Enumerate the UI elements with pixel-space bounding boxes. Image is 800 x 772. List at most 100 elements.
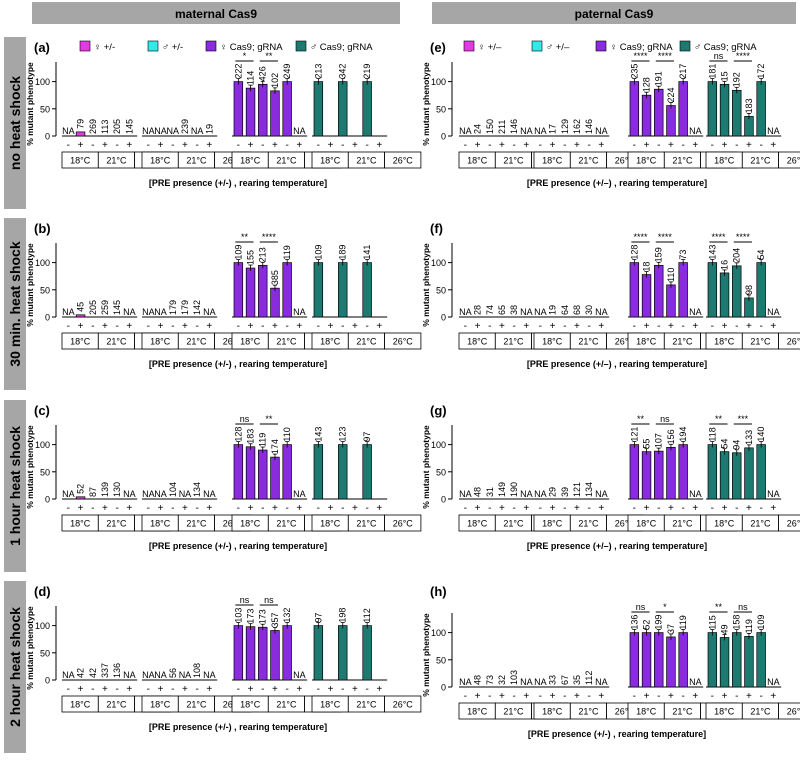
pre-sign-label: - — [464, 503, 467, 514]
pre-sign-label: - — [633, 321, 636, 332]
pre-sign-label: - — [464, 321, 467, 332]
bar-count-label: 74 — [485, 305, 495, 315]
y-tick-label: 0 — [45, 495, 50, 505]
pre-sign-label: - — [657, 503, 660, 514]
temperature-label: 18°C — [714, 337, 735, 347]
pre-sign-label: - — [285, 684, 288, 695]
temperature-label: 18°C — [320, 519, 341, 529]
pre-sign-label: + — [272, 503, 278, 514]
pre-sign-label: + — [158, 140, 164, 151]
bar-count-label: 142 — [192, 300, 202, 315]
pre-sign-label: - — [512, 503, 515, 514]
y-axis-label: % mutant phenotype — [421, 613, 431, 697]
bar-count-label: 130 — [112, 482, 122, 497]
temperature-label: 18°C — [320, 156, 341, 166]
bar-count-label: 87 — [88, 487, 98, 497]
temperature-label: 21°C — [106, 700, 127, 710]
bar — [233, 262, 244, 318]
bar-count-label: 52 — [642, 620, 652, 630]
pre-sign-label: + — [78, 321, 84, 332]
temperature-label: 21°C — [356, 700, 377, 710]
significance-label: ** — [637, 414, 645, 424]
pre-sign-label: - — [539, 691, 542, 702]
pre-sign-label: + — [248, 140, 254, 151]
bar — [338, 444, 348, 500]
bar-count-label: NA — [191, 126, 204, 136]
bar-count-label: 37 — [666, 624, 676, 634]
y-axis-label: % mutant phenotype — [421, 243, 431, 327]
bar-count-label: NA — [123, 307, 136, 317]
bar-count-label: NA — [534, 489, 547, 499]
bar-count-label: 48 — [473, 675, 483, 685]
pre-sign-label: - — [237, 321, 240, 332]
bar — [654, 450, 664, 500]
pre-sign-label: - — [681, 321, 684, 332]
pre-sign-label: - — [759, 140, 762, 151]
pre-sign-label: - — [587, 140, 590, 151]
bar — [732, 89, 742, 137]
bar-count-label: 211 — [497, 120, 507, 134]
series-group: 143- +123- +97- +18°C 21°C 26°C — [311, 427, 422, 532]
temperature-box — [778, 332, 800, 350]
temperature-label: 18°C — [70, 519, 91, 529]
bar-count-label: 143 — [313, 427, 323, 442]
significance-label: **** — [262, 232, 277, 242]
bar-count-label: NA — [689, 677, 702, 687]
bar-count-label: 145 — [112, 300, 122, 315]
temperature-label: 21°C — [578, 156, 599, 166]
pre-sign-label: - — [711, 503, 714, 514]
pre-sign-label: + — [296, 321, 302, 332]
significance-label: ** — [241, 232, 249, 242]
bar-count-label: 149 — [497, 482, 507, 497]
pre-sign-label: - — [341, 503, 344, 514]
pre-sign-label: - — [91, 684, 94, 695]
bar-count-label: 357 — [270, 612, 280, 627]
significance-label: * — [243, 51, 247, 61]
temperature-label: 26°C — [615, 337, 636, 347]
bar — [707, 81, 718, 137]
bar-count-label: NA — [689, 307, 702, 317]
bar-count-label: 143 — [707, 245, 717, 260]
bar-count-label: 183 — [744, 98, 754, 113]
pre-sign-label: + — [499, 321, 505, 332]
bar-count-label: 145 — [124, 119, 134, 134]
significance-label: **** — [711, 232, 726, 242]
bar-count-label: 119 — [744, 619, 754, 633]
pre-sign-label: - — [735, 140, 738, 151]
y-tick-label: 0 — [45, 676, 50, 686]
temperature-label: 21°C — [356, 519, 377, 529]
series-group: 222-114+426-102+249-NA+***18°C21°C26°C — [231, 51, 342, 169]
temperature-box — [384, 514, 422, 532]
pre-sign-label: - — [681, 503, 684, 514]
pre-sign-label: - — [285, 321, 288, 332]
bar-count-label: 16 — [720, 260, 730, 270]
bar-count-label: 64 — [560, 305, 570, 315]
temperature-label: 18°C — [714, 707, 735, 717]
legend-swatch — [595, 40, 607, 52]
bar-count-label: 112 — [584, 671, 594, 685]
pre-sign-label: + — [722, 691, 728, 702]
significance-label: ** — [265, 414, 273, 424]
temperature-label: 26°C — [393, 337, 414, 347]
temperature-label: 18°C — [636, 156, 657, 166]
bar-count-label: 35 — [572, 675, 582, 685]
legend-entry: ♂ +/– — [546, 42, 570, 53]
bar-count-label: 97 — [313, 613, 323, 623]
pre-sign-label: - — [539, 321, 542, 332]
temperature-label: 18°C — [150, 156, 171, 166]
pre-sign-label: - — [587, 503, 590, 514]
bar — [282, 444, 292, 500]
pre-sign-label: - — [512, 140, 515, 151]
temperature-label: 18°C — [150, 337, 171, 347]
bar-count-label: NA — [154, 307, 167, 317]
bar — [641, 94, 652, 137]
pre-sign-label: + — [722, 503, 728, 514]
pre-sign-label: + — [475, 503, 481, 514]
pre-sign-label: - — [587, 321, 590, 332]
bar — [744, 636, 754, 688]
y-tick-label: 50 — [40, 648, 50, 658]
significance-label: **** — [658, 232, 673, 242]
bar-count-label: 179 — [168, 300, 178, 315]
